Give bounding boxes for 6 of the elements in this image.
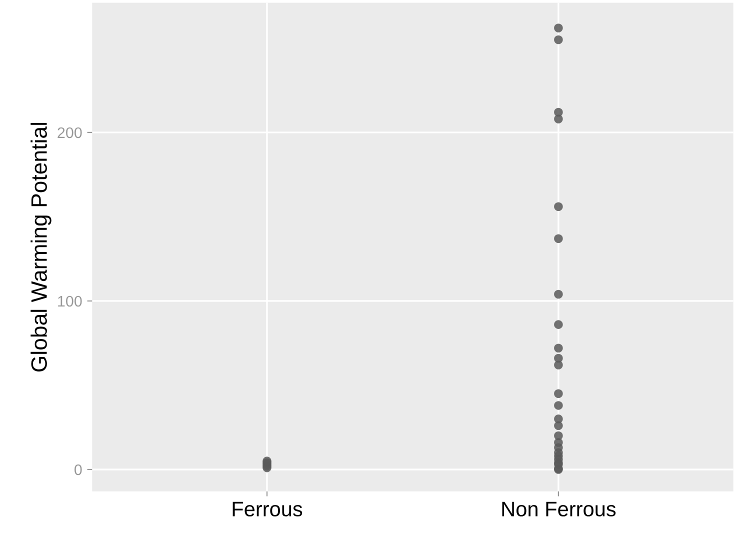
y-axis-title: Global Warming Potential xyxy=(30,122,52,372)
y-tick-label: 0 xyxy=(74,464,82,476)
y-tick-label: 200 xyxy=(58,127,82,138)
x-tick-label: Ferrous xyxy=(232,502,302,516)
y-tick-label: 100 xyxy=(58,296,82,307)
x-tick-label: Non Ferrous xyxy=(502,502,616,516)
